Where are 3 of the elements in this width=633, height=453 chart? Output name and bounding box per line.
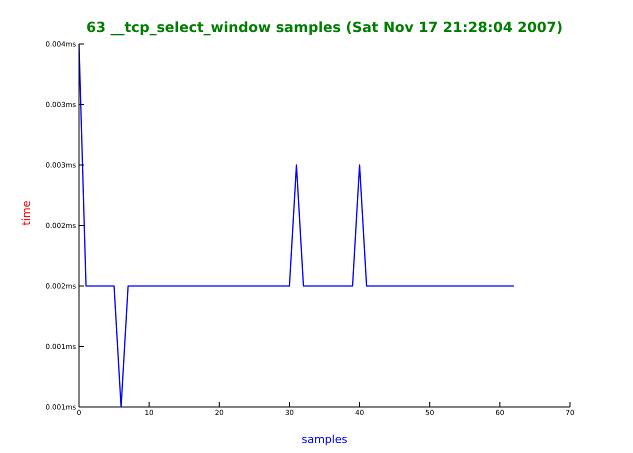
chart-title: 63 __tcp_select_window samples (Sat Nov 17 21:28:04 2007) [85, 20, 564, 36]
x-axis-title: samples [302, 433, 348, 446]
y-axis-title: time [20, 200, 33, 226]
